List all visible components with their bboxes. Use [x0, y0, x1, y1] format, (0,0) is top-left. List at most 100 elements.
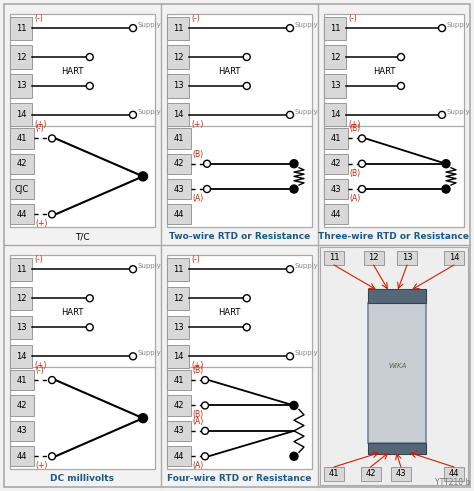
Text: 14: 14 [449, 253, 459, 263]
Text: 11: 11 [173, 265, 183, 273]
Text: HART: HART [218, 308, 241, 317]
Text: Three-wire RTD or Resistance: Three-wire RTD or Resistance [319, 232, 470, 241]
Text: (-): (-) [35, 366, 44, 375]
Text: 14: 14 [173, 110, 183, 119]
Bar [167, 103, 189, 126]
Text: 44: 44 [174, 210, 184, 219]
Text: 42: 42 [331, 159, 341, 168]
Text: Supply: Supply [138, 109, 162, 115]
Circle shape [203, 160, 210, 167]
Circle shape [286, 25, 293, 31]
Circle shape [290, 160, 298, 168]
Text: 41: 41 [329, 469, 339, 479]
Text: HART: HART [218, 67, 241, 76]
Circle shape [129, 353, 137, 360]
Text: 13: 13 [16, 323, 27, 332]
Bar [364, 251, 383, 265]
Bar [324, 103, 346, 126]
Circle shape [138, 414, 147, 423]
Bar [167, 126, 312, 227]
Circle shape [203, 186, 210, 192]
Bar [324, 251, 344, 265]
Circle shape [286, 266, 293, 273]
Circle shape [201, 427, 209, 435]
Circle shape [86, 324, 93, 331]
Bar [167, 421, 191, 441]
Text: Supply: Supply [447, 22, 471, 28]
Bar [324, 126, 464, 227]
Text: (-): (-) [34, 255, 43, 264]
Text: (A): (A) [192, 462, 203, 470]
Bar [167, 255, 312, 371]
Bar [10, 446, 34, 466]
Circle shape [438, 111, 446, 118]
Bar [324, 46, 346, 69]
Text: (B): (B) [349, 124, 360, 134]
Text: 43: 43 [331, 185, 341, 193]
Circle shape [129, 111, 137, 118]
Text: 11: 11 [16, 24, 26, 32]
Bar [324, 74, 346, 98]
Text: Two-wire RTD or Resistance: Two-wire RTD or Resistance [169, 232, 310, 241]
Text: 44: 44 [174, 452, 184, 461]
Text: 43: 43 [173, 185, 184, 193]
Text: 14: 14 [330, 110, 340, 119]
Bar [10, 345, 32, 368]
Text: (A): (A) [192, 194, 203, 203]
Bar [10, 204, 34, 224]
Bar [397, 251, 417, 265]
Bar [10, 395, 34, 416]
Text: (B): (B) [349, 169, 360, 178]
Text: 12: 12 [173, 53, 183, 61]
Text: YTT210 b: YTT210 b [435, 478, 470, 487]
Text: 11: 11 [329, 253, 339, 263]
Text: 12: 12 [173, 294, 183, 303]
Text: 44: 44 [17, 452, 27, 461]
Text: HART: HART [61, 308, 83, 317]
Text: 41: 41 [17, 134, 27, 143]
Text: (+): (+) [348, 120, 360, 129]
Circle shape [290, 452, 298, 460]
Bar [10, 316, 32, 339]
Text: HART: HART [61, 67, 83, 76]
Text: 14: 14 [173, 352, 183, 361]
Text: 13: 13 [16, 82, 27, 90]
Text: (-): (-) [348, 14, 357, 23]
Circle shape [243, 324, 250, 331]
Bar [10, 126, 155, 227]
Circle shape [86, 54, 93, 60]
Bar [167, 14, 312, 129]
Text: Supply: Supply [295, 22, 319, 28]
Text: 14: 14 [16, 352, 26, 361]
Text: 43: 43 [173, 426, 184, 436]
Text: 12: 12 [368, 253, 379, 263]
Bar [167, 154, 191, 174]
Text: Supply: Supply [138, 263, 162, 269]
Text: 41: 41 [174, 134, 184, 143]
Bar [167, 74, 189, 98]
Bar [167, 46, 189, 69]
Circle shape [398, 54, 404, 60]
Circle shape [243, 82, 250, 89]
Text: 42: 42 [17, 401, 27, 410]
Bar [324, 204, 348, 224]
Bar [368, 303, 426, 443]
Bar [167, 446, 191, 466]
Text: 13: 13 [173, 323, 183, 332]
Bar [368, 289, 426, 303]
Bar [167, 258, 189, 281]
Text: 12: 12 [16, 53, 26, 61]
Bar [10, 17, 32, 40]
Bar [10, 74, 32, 98]
Text: WIKA: WIKA [388, 363, 406, 369]
Bar [324, 467, 344, 481]
Text: 43: 43 [396, 469, 406, 479]
Circle shape [290, 185, 298, 193]
Text: (A): (A) [349, 194, 360, 203]
Text: 41: 41 [174, 376, 184, 384]
Circle shape [243, 54, 250, 60]
Text: 11: 11 [330, 24, 340, 32]
Text: (B): (B) [192, 366, 203, 375]
Text: 14: 14 [16, 110, 26, 119]
Text: 44: 44 [449, 469, 459, 479]
